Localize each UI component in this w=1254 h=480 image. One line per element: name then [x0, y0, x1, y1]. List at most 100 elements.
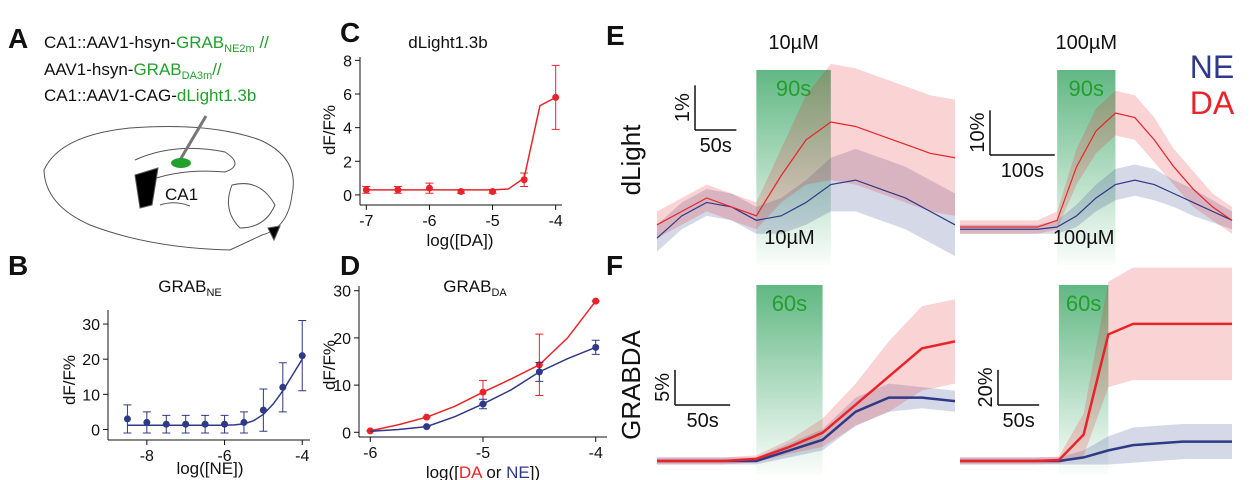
text: ]) — [530, 463, 540, 480]
y-tick-label: 30 — [333, 284, 351, 301]
panel-letter: D — [340, 250, 360, 281]
trace-line — [657, 340, 956, 463]
text: or — [482, 463, 507, 480]
text: // — [255, 33, 269, 52]
stimulus-duration: 90s — [1069, 76, 1104, 101]
region-label: CA1 — [165, 185, 198, 204]
text: GRAB — [133, 60, 181, 79]
panel-letter: C — [340, 17, 360, 48]
y-tick-label: 30 — [82, 317, 100, 334]
scale-bar-label: 10% — [967, 112, 989, 152]
data-point — [592, 297, 600, 305]
x-tick-label: -4 — [295, 448, 309, 465]
text: // — [212, 60, 222, 79]
stimulus-dose: 10µM — [768, 32, 818, 54]
x-tick-label: -5 — [476, 445, 490, 462]
y-tick-label: 0 — [343, 188, 352, 205]
y-axis-label: dF/F% — [320, 340, 339, 390]
data-point — [123, 415, 131, 423]
text: GRAB — [443, 277, 491, 296]
text: CA1::AAV1-CAG- — [44, 86, 177, 105]
y-tick-label: 8 — [343, 53, 352, 70]
data-point — [162, 420, 170, 428]
y-axis-label: dF/F% — [320, 105, 339, 155]
y-tick-label: 10 — [333, 378, 351, 395]
panel-letter: F — [606, 250, 623, 281]
trace-line — [960, 322, 1232, 463]
x-axis-label: log([NE]) — [176, 459, 243, 478]
data-point — [425, 184, 433, 192]
data-point — [259, 406, 267, 414]
data-point — [489, 188, 497, 196]
x-tick-label: -6 — [363, 445, 377, 462]
chart-title: dLight1.3b — [408, 33, 487, 52]
legend-label: NE — [1190, 49, 1234, 85]
text: DA — [459, 463, 483, 480]
x-axis-label: log([DA or NE]) — [426, 463, 540, 480]
trace-line — [960, 112, 1233, 228]
data-point — [552, 93, 560, 101]
text: NE — [206, 287, 221, 299]
text: AAV1-hsyn- — [44, 60, 133, 79]
trace-line — [960, 179, 1233, 230]
trace-line — [656, 121, 956, 226]
text: GRAB — [176, 33, 224, 52]
text: dLight1.3b — [177, 86, 256, 105]
x-tick-label: -6 — [422, 213, 436, 230]
data-point — [201, 420, 209, 428]
panel-letters: A B C D E F — [8, 17, 625, 281]
legend-label: DA — [1190, 85, 1235, 121]
stimulus-dose: 10µM — [764, 227, 814, 249]
x-tick-label: -4 — [549, 213, 563, 230]
text: DA — [491, 287, 507, 299]
y-tick-label: 20 — [333, 331, 351, 348]
construct-line: CA1::AAV1-CAG-dLight1.3b — [44, 86, 256, 105]
stimulus-window — [756, 70, 831, 265]
text: NE2m — [224, 43, 255, 55]
scale-bar-label: 1% — [672, 93, 694, 122]
sd-band — [960, 424, 1232, 465]
y-tick-label: 0 — [91, 422, 100, 439]
data-point — [592, 343, 600, 351]
y-tick-label: 4 — [343, 121, 352, 138]
fit-line — [370, 300, 597, 432]
data-point — [535, 368, 543, 376]
chart-title: GRABNE — [158, 277, 221, 299]
sd-band — [657, 63, 955, 239]
text: DA3m — [182, 70, 213, 82]
data-point — [423, 423, 431, 431]
stimulus-window — [1057, 70, 1116, 265]
data-point — [520, 176, 528, 184]
row-label: GRABDA — [616, 329, 646, 439]
scale-bar-label: 20% — [975, 367, 997, 407]
construct-line: CA1::AAV1-hsyn-GRABNE2m // — [44, 33, 269, 55]
construct-line: AAV1-hsyn-GRABDA3m// — [44, 60, 222, 82]
sd-band — [657, 383, 955, 465]
x-tick-label: -7 — [359, 213, 373, 230]
data-point — [221, 420, 229, 428]
scale-bar-label: 50s — [700, 135, 732, 157]
stimulus-duration: 60s — [772, 291, 807, 316]
x-tick-label: -6 — [217, 448, 231, 465]
stimulus-dose: 100µM — [1056, 32, 1118, 54]
stimulus-duration: 60s — [1066, 291, 1101, 316]
data-point — [143, 418, 151, 426]
y-tick-label: 10 — [82, 387, 100, 404]
sd-band — [960, 164, 1232, 234]
scale-bar-label: 50s — [686, 410, 718, 432]
data-point — [394, 186, 402, 194]
data-point — [362, 186, 370, 194]
panel-letter: E — [606, 20, 625, 51]
chart-title: GRABDA — [443, 277, 507, 299]
data-point — [182, 420, 190, 428]
y-tick-label: 6 — [343, 87, 352, 104]
y-tick-label: 2 — [343, 154, 352, 171]
text: NE — [506, 463, 530, 480]
sd-band — [960, 90, 1232, 234]
x-tick-label: -4 — [589, 445, 603, 462]
sd-band — [657, 299, 955, 465]
stimulus-window — [1058, 285, 1109, 475]
fit-line — [127, 358, 303, 426]
x-axis-label: log([DA]) — [426, 231, 493, 250]
